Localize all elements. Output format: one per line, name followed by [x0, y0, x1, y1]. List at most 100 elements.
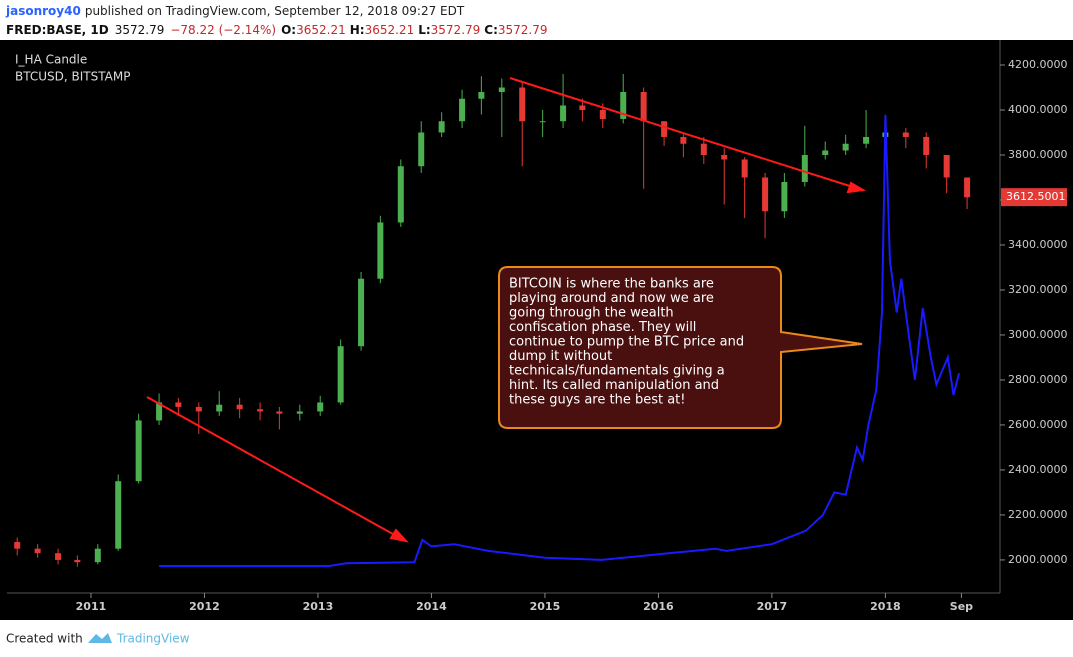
y-tick-label: 2000.0000: [1008, 553, 1068, 566]
x-tick-label: 2012: [189, 600, 220, 613]
candle-body: [296, 411, 303, 414]
high-label: H:: [350, 23, 365, 37]
open: 3652.21: [296, 23, 346, 37]
candle-body: [195, 406, 202, 412]
close: 3572.79: [498, 23, 548, 37]
last: 3572.79: [115, 23, 165, 37]
annotation-line: technicals/fundamentals giving a: [509, 364, 725, 379]
x-tick-label: 2016: [643, 600, 674, 613]
arrows: [146, 77, 867, 543]
candle-body: [317, 402, 324, 412]
y-tick-label: 2600.0000: [1008, 418, 1068, 431]
candle-body: [801, 154, 808, 182]
close-label: C:: [484, 23, 498, 37]
candle-body: [135, 420, 142, 482]
candle-body: [397, 166, 404, 223]
candle-body: [822, 150, 829, 155]
candle-body: [175, 402, 182, 407]
x-tick-label: 2014: [416, 600, 447, 613]
candle-body: [459, 98, 466, 122]
y-tick-label: 3800.0000: [1008, 148, 1068, 161]
change: −78.22 (−2.14%): [170, 23, 276, 37]
candle-body: [599, 109, 606, 119]
candle-body: [842, 143, 849, 151]
annotation-line: confiscation phase. They will: [509, 320, 696, 335]
candle-body: [863, 136, 870, 144]
last-price-box: [1001, 188, 1067, 207]
y-tick-label: 3200.0000: [1008, 283, 1068, 296]
symbol: FRED:BASE, 1D: [6, 23, 109, 37]
candle-body: [680, 136, 687, 144]
low: 3572.79: [431, 23, 481, 37]
x-tick-label: 2013: [303, 600, 334, 613]
candle-body: [943, 154, 950, 178]
footer-brand[interactable]: TradingView: [116, 632, 190, 646]
candle-body: [418, 132, 425, 167]
candle-body: [560, 105, 567, 122]
x-tick-label: 2017: [757, 600, 788, 613]
open-label: O:: [281, 23, 296, 37]
candle-body: [640, 91, 647, 122]
x-tick-label: 2011: [76, 600, 107, 613]
annotation-line: these guys are the best at!: [509, 393, 685, 408]
candle-body: [741, 159, 748, 178]
candle-body: [620, 91, 627, 119]
candle-body: [34, 548, 41, 554]
y-tick-label: 2800.0000: [1008, 373, 1068, 386]
candle-body: [721, 154, 728, 160]
candle-body: [700, 143, 707, 155]
header-line-1: jasonroy40 published on TradingView.com, …: [5, 4, 465, 18]
annotation-line: continue to pump the BTC price and: [509, 335, 744, 350]
candle-body: [519, 87, 526, 122]
x-tick-label: 2018: [870, 600, 901, 613]
candle-body: [377, 222, 384, 279]
x-tick-label: Sep: [950, 600, 973, 613]
author[interactable]: jasonroy40: [5, 4, 81, 18]
candle-body: [156, 402, 163, 421]
legend-candles: I_HA Candle: [15, 53, 87, 67]
arrow: [509, 77, 857, 189]
published: published on TradingView.com, September …: [85, 4, 465, 18]
candle-body: [781, 181, 788, 212]
candle-body: [55, 553, 62, 560]
candle-body: [762, 177, 769, 212]
annotation-line: playing around and now we are: [509, 291, 714, 306]
candle-body: [923, 136, 930, 155]
x-tick-label: 2015: [530, 600, 561, 613]
annotation-box: [498, 266, 863, 429]
candle-body: [236, 404, 243, 410]
low-label: L:: [418, 23, 430, 37]
legend-series: BTCUSD, BITSTAMP: [15, 70, 130, 84]
last-price-label: 3612.5001: [1006, 190, 1066, 203]
y-tick-label: 2200.0000: [1008, 508, 1068, 521]
y-tick-label: 3400.0000: [1008, 238, 1068, 251]
candle-body: [337, 346, 344, 403]
arrow-head: [846, 181, 867, 194]
y-tick-label: 2400.0000: [1008, 463, 1068, 476]
candle-body: [902, 132, 909, 137]
arrow-head: [389, 528, 409, 543]
header-line-2: FRED:BASE, 1D 3572.79 −78.22 (−2.14%) O:365…: [6, 23, 548, 37]
candle-body: [115, 481, 122, 549]
candle-body: [216, 404, 223, 412]
candle-body: [74, 559, 81, 563]
annotation-line: hint. Its called manipulation and: [509, 378, 719, 393]
candle-body: [257, 409, 264, 412]
candle-body: [964, 177, 971, 198]
candle-body: [438, 121, 445, 133]
y-tick-label: 4200.0000: [1008, 58, 1068, 71]
y-tick-label: 4000.0000: [1008, 103, 1068, 116]
arrow: [146, 396, 401, 539]
candle-body: [498, 87, 505, 92]
candle-body: [94, 548, 101, 563]
annotation-line: dump it without: [509, 349, 612, 364]
plot: 2000.0000 2200.0000 2400.0000 2600.0000 2800…: [14, 58, 1068, 613]
candle-body: [478, 91, 485, 99]
candle-body: [276, 411, 283, 414]
series-line: [159, 114, 961, 567]
candle-body: [539, 121, 546, 123]
candle-body: [14, 541, 21, 549]
